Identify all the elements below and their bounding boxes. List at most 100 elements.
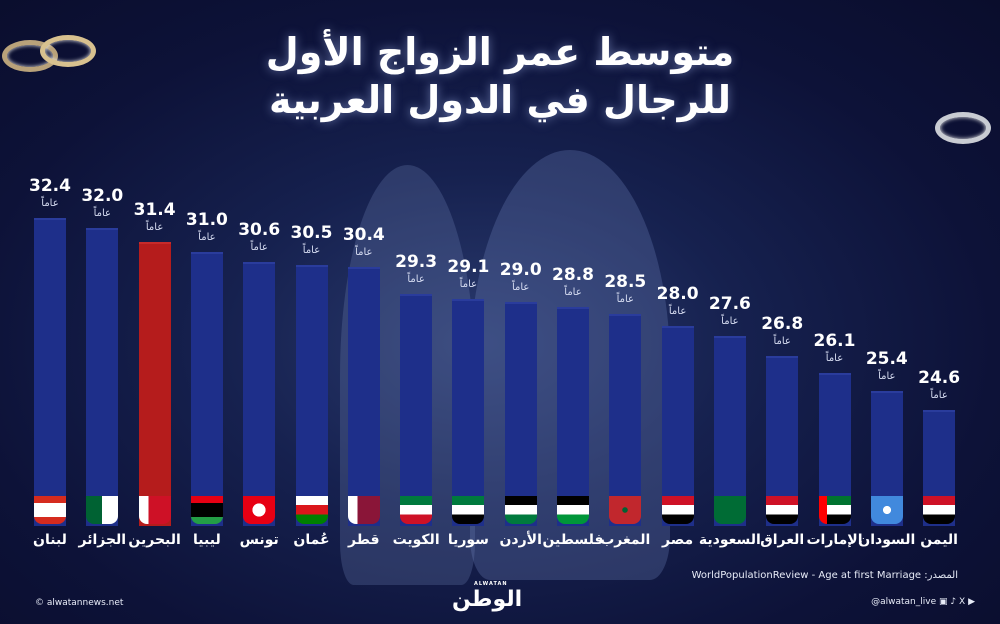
flag-icon <box>766 496 799 524</box>
unit-label: عاماً <box>930 390 948 402</box>
flag-icon <box>609 496 642 524</box>
bar-rect <box>243 262 276 526</box>
value-label: 30.5 <box>290 222 333 243</box>
value-label: 28.5 <box>604 272 647 293</box>
country-label: ليبيا <box>193 532 221 548</box>
bar-11: 28.5 عاماً المغرب <box>600 0 650 624</box>
value-label: 32.0 <box>81 185 124 206</box>
bar-9: 29.0 عاماً الأردن <box>499 0 541 624</box>
unit-label: عاماً <box>41 197 59 209</box>
value-label: 29.3 <box>395 252 438 273</box>
flag-icon <box>138 496 171 524</box>
country-label: فلسطين <box>542 532 604 548</box>
flag-icon <box>452 496 485 524</box>
bar-rect <box>190 252 223 526</box>
rings-decoration-right <box>935 112 991 144</box>
title-line-1: متوسط عمر الزواج الأول <box>265 30 735 74</box>
unit-label: عاماً <box>459 279 478 291</box>
value-label: 31.0 <box>185 210 228 231</box>
unit-label: عاماً <box>250 242 268 254</box>
unit-label: عاماً <box>878 370 896 382</box>
country-label: لبنان <box>33 532 67 548</box>
bar-13: 27.6 عاماً السعودية <box>699 0 761 624</box>
logo-arabic: الوطن <box>452 587 523 612</box>
unit-label: عاماً <box>668 306 687 318</box>
flag-icon <box>818 496 851 524</box>
bar-rect <box>138 242 171 526</box>
value-label: 29.0 <box>499 259 542 280</box>
flag-icon <box>713 496 746 524</box>
unit-label: عاماً <box>198 232 216 244</box>
bar-15: 26.1 عاماً الإمارات <box>806 0 862 624</box>
tiktok-icon[interactable]: ♪ <box>950 597 957 607</box>
bar-rect <box>347 267 380 526</box>
bar-rect <box>34 217 66 526</box>
unit-label: عاماً <box>302 244 321 256</box>
x-icon[interactable]: X <box>959 597 966 607</box>
unit-label: عاماً <box>825 353 844 365</box>
flag-icon <box>190 496 223 524</box>
country-label: العراق <box>760 532 805 548</box>
value-label: 25.4 <box>865 348 908 369</box>
bar-rect <box>504 301 537 526</box>
rings-decoration-left-2 <box>40 35 96 67</box>
country-label: الكويت <box>392 532 440 548</box>
flag-icon <box>557 496 589 524</box>
country-label: الجزائر <box>78 532 127 548</box>
bar-1: 32.0 عاماً الجزائر <box>78 0 126 624</box>
bar-rect <box>557 306 589 526</box>
website-link[interactable]: © alwatannews.net <box>35 598 124 608</box>
title-line-2: للرجال في الدول العربية <box>268 78 732 122</box>
bar-rect <box>609 314 642 526</box>
country-label: السودان <box>858 532 916 548</box>
flag-icon <box>347 496 380 524</box>
alwatan-logo: ALWATAN الوطن <box>452 581 523 612</box>
bar-rect <box>295 264 328 526</box>
bar-17: 24.6 عاماً اليمن <box>918 0 960 624</box>
instagram-icon[interactable]: ▣ <box>939 597 948 607</box>
youtube-icon[interactable]: ▶ <box>968 597 975 607</box>
logo-latin: ALWATAN <box>474 581 508 587</box>
flag-icon <box>400 496 433 524</box>
flag-icon <box>923 496 956 524</box>
value-label: 30.4 <box>342 225 385 246</box>
unit-label: عاماً <box>93 207 111 219</box>
bar-rect <box>661 326 694 526</box>
bar-12: 28.0 عاماً مصر <box>657 0 699 624</box>
bar-10: 28.8 عاماً فلسطين <box>542 0 603 624</box>
flag-icon <box>504 496 537 524</box>
country-label: سوريا <box>447 532 489 548</box>
country-label: السعودية <box>698 532 761 548</box>
unit-label: عاماً <box>145 222 164 234</box>
social-handle[interactable]: @alwatan_live ▣ ♪ X ▶ <box>871 597 975 607</box>
bar-0: 32.4 عاماً لبنان <box>29 0 71 624</box>
value-label: 26.8 <box>761 314 804 335</box>
bar-16: 25.4 عاماً السودان <box>858 0 915 624</box>
unit-label: عاماً <box>721 316 739 328</box>
value-label: 28.0 <box>656 284 699 305</box>
value-label: 28.8 <box>552 264 594 285</box>
bar-rect <box>86 227 119 526</box>
value-label: 32.4 <box>29 175 71 196</box>
unit-label: عاماً <box>616 294 634 306</box>
bar-rect <box>713 336 746 526</box>
country-label: الإمارات <box>806 532 863 548</box>
unit-label: عاماً <box>564 286 582 298</box>
flag-icon <box>661 496 694 524</box>
bar-3: 31.0 عاماً ليبيا <box>186 0 228 624</box>
flag-icon <box>86 496 119 524</box>
handle-text: @alwatan_live <box>871 597 937 607</box>
unit-label: عاماً <box>407 274 425 286</box>
flag-icon <box>295 496 328 524</box>
value-label: 26.1 <box>813 331 856 352</box>
value-label: 30.6 <box>238 220 281 241</box>
value-label: 27.6 <box>708 294 751 315</box>
bar-rect <box>452 299 485 526</box>
country-label: الأردن <box>499 532 542 548</box>
value-label: 24.6 <box>918 368 961 389</box>
bar-6: 30.4 عاماً قطر <box>343 0 385 624</box>
country-label: مصر <box>662 532 694 548</box>
unit-label: عاماً <box>511 281 530 293</box>
bar-2: 31.4 عاماً البحرين <box>128 0 180 624</box>
flag-icon <box>34 496 66 524</box>
